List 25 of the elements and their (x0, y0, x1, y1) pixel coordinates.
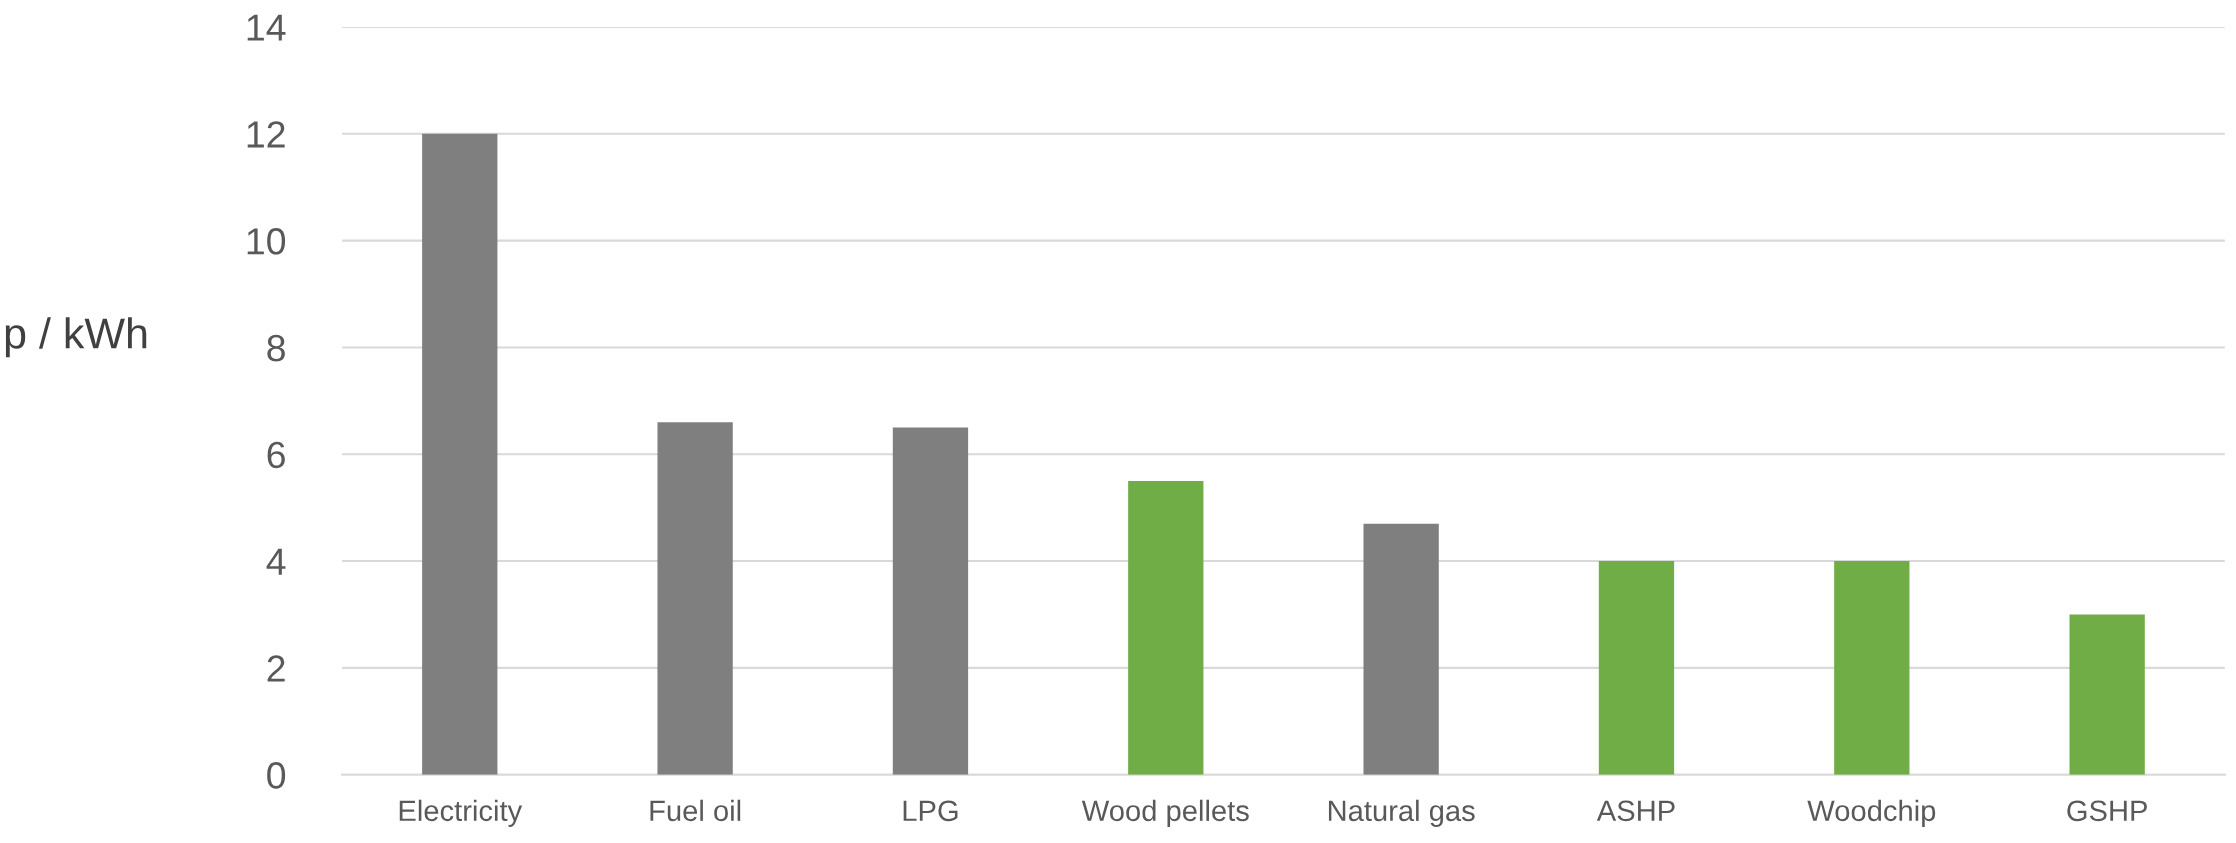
y-tick-label: 14 (247, 14, 286, 41)
y-tick-label: 4 (266, 548, 286, 575)
bar (892, 427, 969, 775)
x-tick-label: LPG (903, 800, 958, 822)
bar (2069, 614, 2145, 775)
x-tick-label: Natural gas (1328, 799, 1475, 827)
bar (657, 422, 733, 775)
y-tick-label: 6 (267, 441, 285, 469)
y-tick-label: 0 (267, 762, 286, 789)
bar (1598, 561, 1675, 775)
x-tick-label: Woodchip (1807, 799, 1936, 827)
y-tick-label: 2 (267, 655, 285, 682)
y-tick-label: 8 (267, 334, 285, 362)
y-tick-label: 10 (247, 228, 286, 255)
x-tick-label: Fuel oil (650, 799, 741, 822)
bar (1128, 480, 1204, 775)
bar (422, 133, 498, 775)
x-tick-label: Wood pellets (1081, 799, 1249, 827)
x-tick-label: Electricity (399, 799, 523, 827)
y-tick-label: 12 (247, 121, 285, 148)
x-tick-label: ASHP (1596, 800, 1675, 822)
x-tick-label: GSHP (2067, 800, 2147, 822)
bar (1363, 523, 1439, 775)
y-axis-title: p / kWh (5, 317, 147, 358)
bar (1834, 561, 1910, 775)
